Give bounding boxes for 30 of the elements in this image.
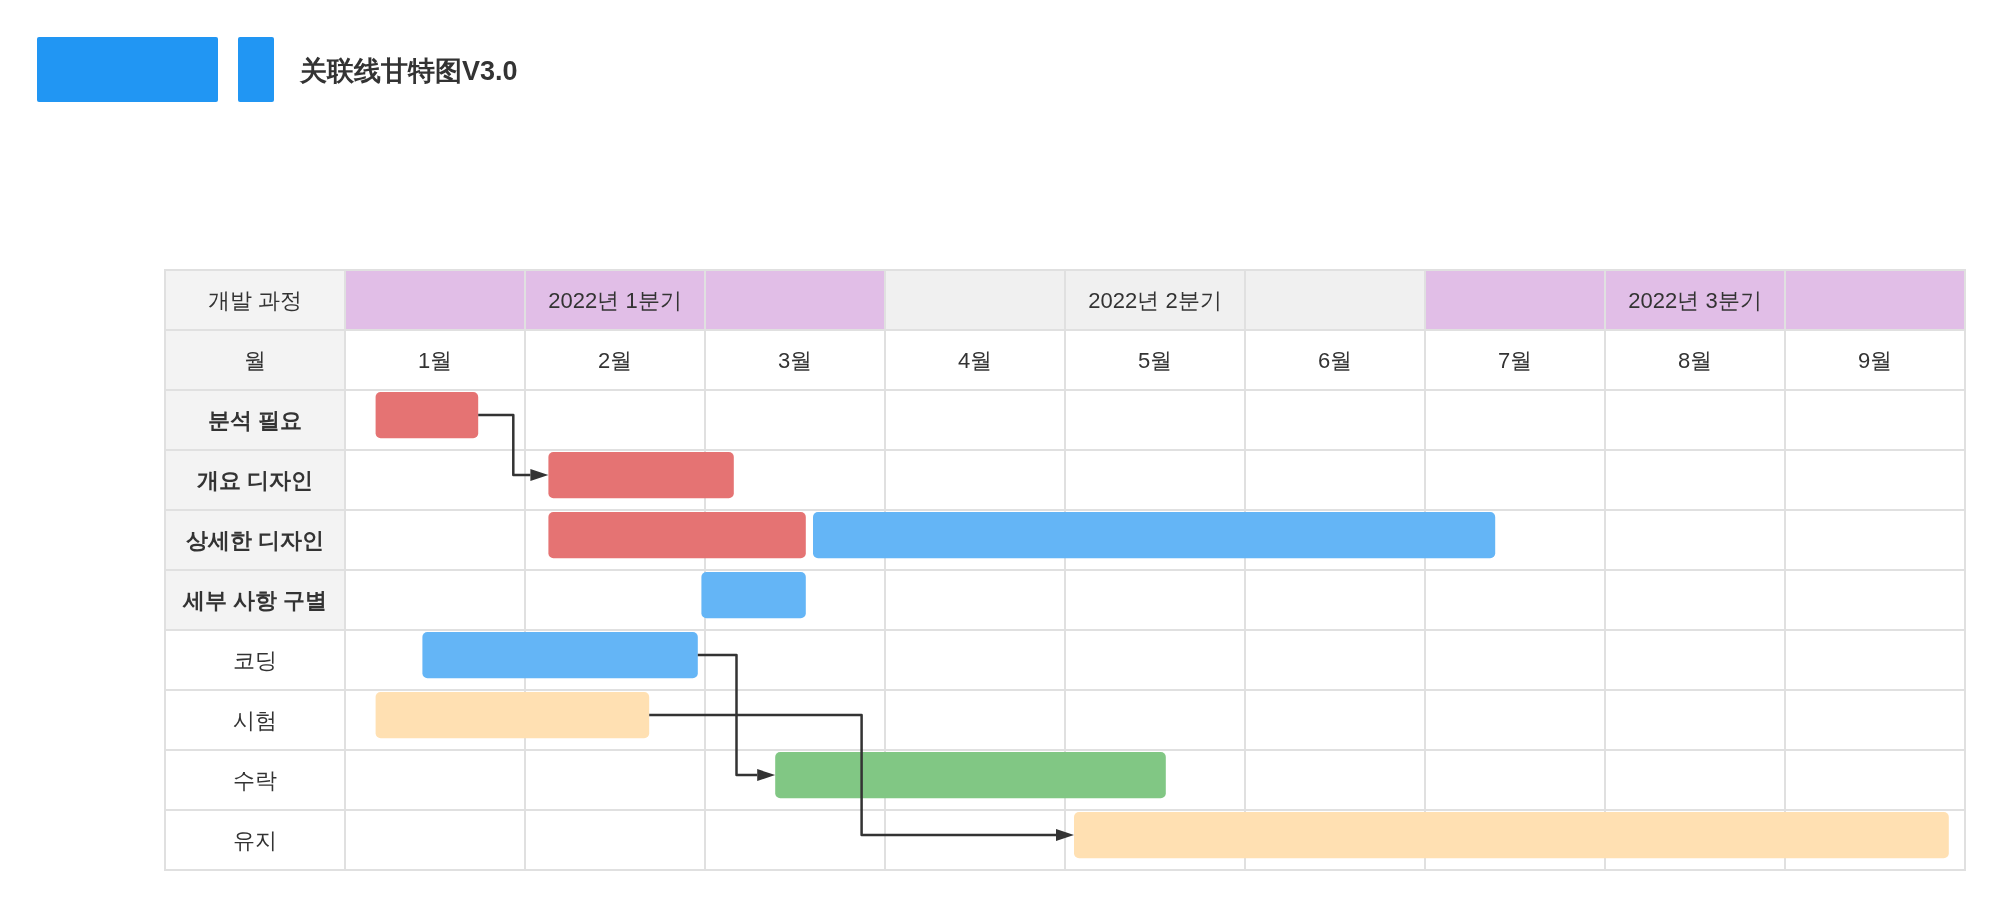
- bar: [1074, 812, 1949, 859]
- y-tick-label: 개요 디자인: [196, 467, 314, 493]
- bar: [813, 512, 1496, 559]
- text: 2022년 1분기: [548, 287, 682, 313]
- y-tick-label: 코딩: [233, 647, 277, 673]
- x-tick-label: 8월: [1677, 347, 1713, 373]
- x-axis-title: 월: [244, 347, 266, 373]
- chart-title: 关联线甘特图V3.0: [299, 56, 518, 86]
- y-tick-label: 시험: [233, 707, 277, 733]
- x-tick-label: 5월: [1137, 347, 1173, 373]
- x-tick-label: 3월: [777, 347, 813, 373]
- bar: [548, 452, 734, 499]
- y-tick-label: 유지: [233, 827, 277, 853]
- bar: [548, 512, 806, 559]
- bar: [775, 752, 1166, 799]
- y-tick-label: 수락: [233, 767, 277, 793]
- x-tick-label: 9월: [1857, 347, 1893, 373]
- y-tick-label: 세부 사항 구별: [181, 587, 328, 613]
- bar: [375, 392, 479, 439]
- y-tick-label: 상세한 디자인: [185, 527, 325, 553]
- y-tick-label: 분석 필요: [207, 407, 303, 433]
- bar: [375, 692, 650, 739]
- x-tick-label: 4월: [957, 347, 993, 373]
- text: 2022년 3분기: [1628, 287, 1762, 313]
- y-axis-title: 개발 과정: [207, 287, 303, 313]
- x-tick-label: 6월: [1317, 347, 1353, 373]
- x-tick-label: 1월: [417, 347, 453, 373]
- text: 2022년 2분기: [1088, 287, 1222, 313]
- x-tick-label: 2월: [597, 347, 633, 373]
- x-tick-label: 7월: [1497, 347, 1533, 373]
